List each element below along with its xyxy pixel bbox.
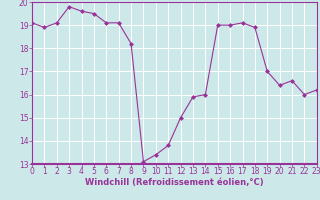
X-axis label: Windchill (Refroidissement éolien,°C): Windchill (Refroidissement éolien,°C) — [85, 178, 264, 187]
